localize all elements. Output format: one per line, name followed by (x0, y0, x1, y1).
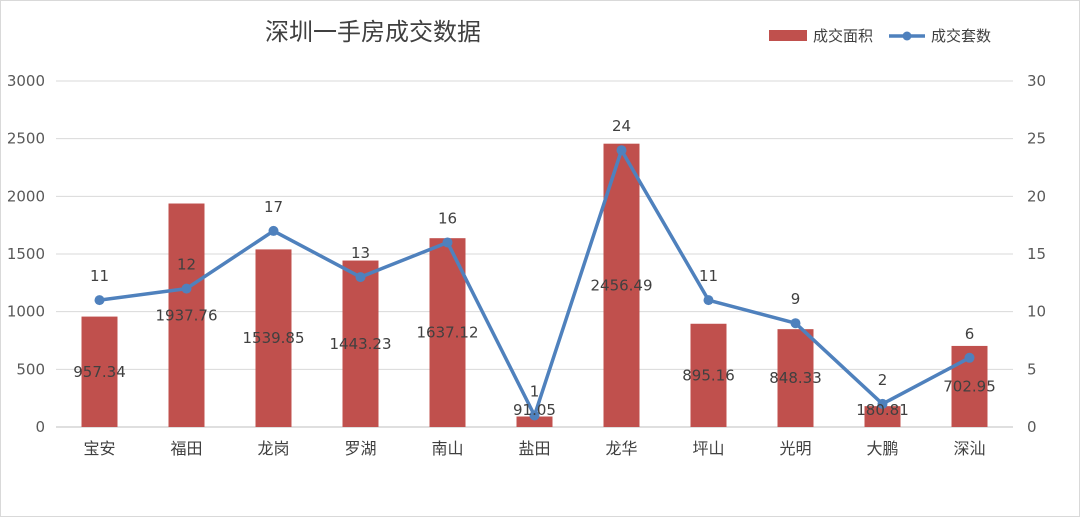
legend-bar-swatch (769, 30, 807, 41)
bar-宝安 (81, 316, 118, 427)
bar-盐田 (516, 416, 553, 427)
bar-data-label: 1637.12 (416, 324, 478, 342)
line-data-labels: 11 12 17 13 16 1 24 11 9 2 6 (90, 117, 974, 400)
line-series (94, 145, 975, 421)
bar-data-label: 91.05 (513, 401, 556, 419)
line-data-label: 6 (965, 325, 975, 343)
line-point-宝安 (94, 295, 105, 306)
bar-series (81, 143, 988, 427)
bar-data-label: 1937.76 (155, 306, 217, 324)
line-point-坪山 (703, 295, 714, 306)
x-axis-categories: 宝安 福田 龙岗 罗湖 南山 盐田 龙华 坪山 光明 大鹏 深汕 (83, 439, 985, 458)
line-point-深汕 (964, 352, 975, 363)
x-category-label: 坪山 (692, 439, 724, 458)
y-axis-right: 0 5 10 15 20 25 30 (1027, 72, 1046, 436)
legend: 成交面积 成交套数 (769, 27, 991, 45)
x-category-label: 盐田 (518, 439, 550, 458)
bar-福田 (168, 203, 205, 427)
gridlines (56, 80, 1013, 428)
bar-光明 (777, 329, 814, 427)
line-point-福田 (181, 283, 192, 294)
y-right-tick-label: 25 (1027, 130, 1046, 148)
line-data-label: 9 (791, 290, 801, 308)
line-point-南山 (442, 237, 453, 248)
x-category-label: 罗湖 (344, 439, 376, 458)
x-category-label: 龙华 (605, 439, 637, 458)
y-right-tick-label: 10 (1027, 303, 1046, 321)
line-point-盐田 (529, 410, 540, 421)
x-category-label: 光明 (779, 439, 811, 458)
y-left-tick-label: 3000 (7, 72, 45, 90)
x-category-label: 宝安 (83, 439, 115, 458)
line-data-label: 24 (612, 117, 631, 135)
line-point-龙华 (616, 145, 627, 156)
y-left-tick-label: 2000 (7, 187, 45, 205)
bar-罗湖 (342, 260, 379, 427)
y-left-tick-label: 500 (16, 360, 45, 378)
line-data-label: 11 (699, 267, 718, 285)
y-left-tick-label: 1500 (7, 245, 45, 263)
y-left-tick-label: 1000 (7, 303, 45, 321)
x-category-label: 福田 (170, 439, 202, 458)
bar-data-label: 1539.85 (242, 329, 304, 347)
y-right-tick-label: 20 (1027, 187, 1046, 205)
y-right-tick-label: 0 (1027, 418, 1037, 436)
legend-bar-label: 成交面积 (813, 27, 873, 45)
x-category-label: 深汕 (953, 439, 985, 458)
line-path (97, 148, 972, 418)
line-data-label: 17 (264, 198, 283, 216)
legend-line-marker (902, 31, 912, 41)
x-category-label: 南山 (431, 439, 463, 458)
bar-大鹏 (864, 406, 901, 427)
line-data-label: 13 (351, 244, 370, 262)
bar-data-label: 957.34 (73, 363, 126, 381)
y-left-tick-label: 0 (35, 418, 45, 436)
line-point-罗湖 (355, 272, 366, 283)
bar-data-label: 702.95 (943, 377, 996, 395)
bar-data-label: 895.16 (682, 366, 735, 384)
line-data-label: 2 (878, 371, 888, 389)
line-data-label: 1 (530, 382, 540, 400)
line-point-龙岗 (268, 225, 279, 236)
line-point-大鹏 (877, 398, 888, 409)
bar-data-label: 180.81 (856, 401, 909, 419)
chart-title: 深圳一手房成交数据 (265, 18, 481, 46)
line-point-光明 (790, 318, 801, 329)
bar-龙岗 (255, 249, 292, 427)
bar-data-label: 1443.23 (329, 335, 391, 353)
y-right-tick-label: 5 (1027, 360, 1037, 378)
line-data-label: 12 (177, 256, 196, 274)
x-category-label: 龙岗 (257, 439, 289, 458)
line-data-label: 16 (438, 209, 457, 227)
line-data-label: 11 (90, 267, 109, 285)
y-left-tick-label: 2500 (7, 130, 45, 148)
x-category-label: 大鹏 (866, 439, 898, 458)
bar-data-labels: 957.34 1937.76 1539.85 1443.23 1637.12 91.05 2… (73, 276, 996, 419)
y-right-tick-label: 15 (1027, 245, 1046, 263)
legend-line-label: 成交套数 (931, 27, 991, 45)
bar-data-label: 848.33 (769, 369, 822, 387)
y-right-tick-label: 30 (1027, 72, 1046, 90)
bar-坪山 (690, 323, 727, 427)
y-axis-left: 0 500 1000 1500 2000 2500 3000 (7, 72, 45, 436)
bar-data-label: 2456.49 (590, 276, 652, 294)
